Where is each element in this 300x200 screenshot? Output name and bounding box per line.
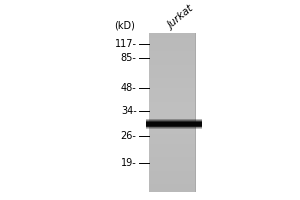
Bar: [148, 128, 196, 131]
Bar: [148, 49, 196, 51]
Bar: [148, 181, 196, 184]
Bar: [148, 189, 196, 192]
Bar: [148, 141, 196, 144]
Bar: [148, 187, 196, 189]
Bar: [148, 35, 196, 38]
Text: Jurkat: Jurkat: [166, 4, 196, 31]
Bar: [148, 99, 196, 102]
Text: 34-: 34-: [121, 106, 136, 116]
Bar: [146, 122, 202, 126]
Bar: [148, 38, 196, 41]
Bar: [148, 43, 196, 46]
Bar: [148, 118, 196, 120]
Bar: [148, 171, 196, 173]
Bar: [148, 33, 149, 192]
Bar: [148, 59, 196, 62]
Bar: [148, 83, 196, 86]
Bar: [146, 122, 202, 123]
Bar: [148, 110, 196, 112]
Bar: [148, 104, 196, 107]
Bar: [148, 65, 196, 67]
Bar: [146, 126, 202, 127]
Bar: [148, 131, 196, 134]
Bar: [148, 73, 196, 75]
Text: 19-: 19-: [121, 158, 136, 168]
Text: 48-: 48-: [121, 83, 136, 93]
Text: (kD): (kD): [114, 21, 135, 31]
Bar: [148, 70, 196, 73]
Bar: [148, 51, 196, 54]
Bar: [148, 78, 196, 81]
Bar: [148, 62, 196, 65]
Bar: [148, 86, 196, 88]
Bar: [148, 157, 196, 160]
Bar: [148, 149, 196, 152]
Bar: [148, 144, 196, 147]
Bar: [146, 126, 202, 127]
Bar: [148, 57, 196, 59]
Bar: [146, 125, 202, 126]
Bar: [146, 127, 202, 128]
Bar: [148, 165, 196, 168]
Bar: [148, 155, 196, 157]
Bar: [148, 133, 196, 136]
Bar: [148, 41, 196, 43]
Bar: [148, 139, 196, 141]
Bar: [148, 120, 196, 123]
Bar: [146, 124, 202, 125]
Bar: [148, 115, 196, 118]
Bar: [148, 67, 196, 70]
Bar: [148, 94, 196, 96]
Bar: [148, 80, 196, 83]
Bar: [148, 173, 196, 176]
Bar: [148, 152, 196, 155]
Bar: [148, 160, 196, 163]
Bar: [148, 33, 196, 35]
Bar: [148, 147, 196, 149]
Bar: [148, 54, 196, 57]
Bar: [148, 136, 196, 139]
Bar: [146, 119, 202, 120]
Bar: [148, 179, 196, 181]
Bar: [148, 112, 196, 115]
Bar: [148, 126, 196, 128]
Bar: [146, 123, 202, 124]
Text: 26-: 26-: [121, 131, 136, 141]
Bar: [146, 128, 202, 129]
Bar: [148, 176, 196, 179]
Bar: [195, 33, 196, 192]
Bar: [148, 46, 196, 49]
Bar: [148, 163, 196, 165]
Bar: [148, 168, 196, 171]
Bar: [148, 184, 196, 187]
Bar: [146, 121, 202, 122]
Bar: [148, 75, 196, 78]
Bar: [148, 123, 196, 126]
Bar: [148, 107, 196, 110]
Bar: [146, 120, 202, 121]
Bar: [148, 91, 196, 94]
Text: 117-: 117-: [115, 39, 136, 49]
Bar: [148, 96, 196, 99]
Text: 85-: 85-: [121, 53, 136, 63]
Bar: [148, 102, 196, 104]
Bar: [148, 88, 196, 91]
